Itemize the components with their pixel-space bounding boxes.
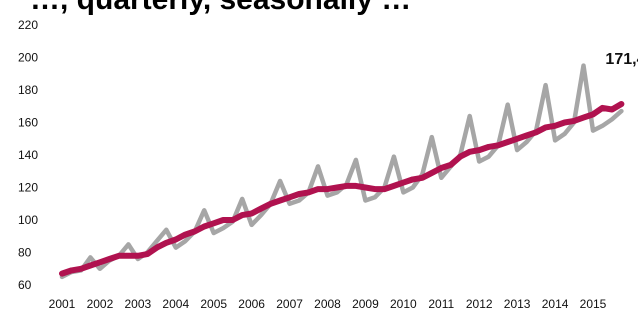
trend-series-line (59, 101, 625, 277)
last-value-annotation: 171,4 (605, 51, 638, 68)
y-tick-label: 200 (18, 51, 38, 65)
x-tick-label: 2005 (200, 297, 227, 311)
raw-series-line (59, 63, 624, 280)
y-tick-label: 180 (18, 83, 38, 97)
x-tick-label: 2006 (238, 297, 265, 311)
x-tick-label: 2003 (125, 297, 152, 311)
x-tick-label: 2013 (504, 297, 531, 311)
y-tick-label: 100 (18, 213, 38, 227)
x-tick-label: 2009 (352, 297, 379, 311)
x-tick-label: 2011 (428, 297, 454, 311)
y-tick-label: 220 (18, 18, 38, 32)
y-tick-label: 140 (18, 148, 38, 162)
x-tick-label: 2002 (87, 297, 114, 311)
chart-title-partial: …, quarterly, seasonally … (30, 0, 590, 17)
y-tick-label: 80 (18, 246, 32, 260)
x-tick-label: 2014 (542, 297, 569, 311)
x-tick-label: 2015 (580, 297, 607, 311)
x-tick-label: 2012 (466, 297, 493, 311)
chart-lines (59, 63, 625, 280)
x-tick-label: 2001 (49, 297, 76, 311)
x-axis-ticks: 2001 2002 2003 2004 2005 2006 2007 2008 2009 2010… (49, 297, 607, 311)
y-tick-label: 160 (18, 116, 38, 130)
y-axis-ticks: 60 80 100 120 140 160 180 200 220 (18, 18, 38, 292)
annotations: 171,4 (605, 51, 638, 68)
x-tick-label: 2008 (314, 297, 341, 311)
y-tick-label: 120 (18, 181, 38, 195)
x-tick-label: 2010 (390, 297, 417, 311)
y-tick-label: 60 (18, 278, 32, 292)
x-tick-label: 2007 (276, 297, 303, 311)
x-tick-label: 2004 (162, 297, 189, 311)
